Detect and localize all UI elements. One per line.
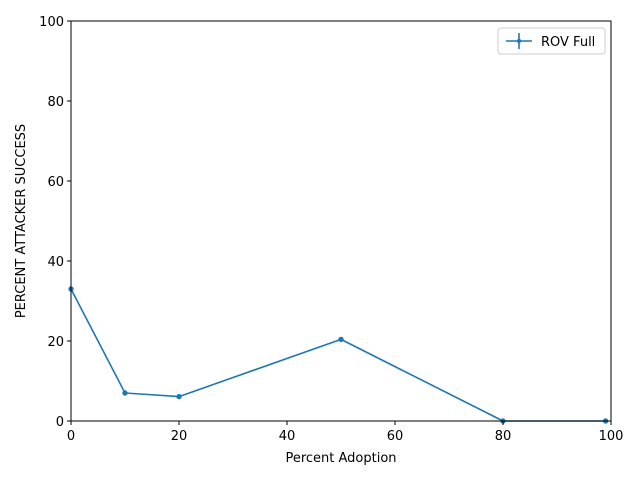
y-tick-label: 60 <box>47 175 64 190</box>
data-point <box>338 336 344 343</box>
legend-marker <box>516 38 522 44</box>
legend-label-0: ROV Full <box>541 35 595 50</box>
x-tick-label: 80 <box>495 429 512 444</box>
x-tick-label: 0 <box>67 429 75 444</box>
x-tick-label: 40 <box>279 429 296 444</box>
plot-frame <box>70 20 612 422</box>
x-axis-label: Percent Adoption <box>285 451 396 466</box>
data-point <box>122 390 128 396</box>
data-point <box>176 393 182 400</box>
legend: ROV Full <box>497 27 606 55</box>
y-tick-label: 100 <box>39 15 64 30</box>
x-tick-label: 60 <box>387 429 404 444</box>
y-tick-label: 0 <box>56 415 64 430</box>
x-tick-label: 100 <box>599 429 624 444</box>
plot-background <box>71 21 611 421</box>
plot-area <box>71 21 611 421</box>
legend-box <box>497 27 606 55</box>
x-tick-label: 20 <box>171 429 188 444</box>
y-tick-label: 80 <box>47 95 64 110</box>
axes-layer: 0 20 40 60 80 100 0 20 40 60 80 100 <box>39 15 623 444</box>
y-tick-label: 40 <box>47 255 64 270</box>
y-axis-label: PERCENT ATTACKER SUCCESS <box>14 124 29 318</box>
y-tick-label: 20 <box>47 335 64 350</box>
